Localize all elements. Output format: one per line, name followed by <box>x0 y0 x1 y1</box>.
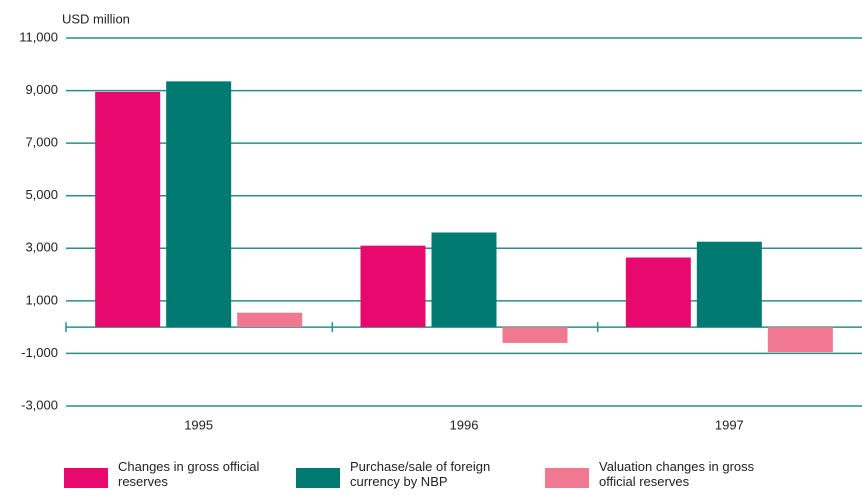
y-tick-label: -3,000 <box>21 397 58 412</box>
bar <box>166 81 232 328</box>
legend-label: Purchase/sale of foreign currency by NBP <box>350 459 491 489</box>
x-tick-label: 1997 <box>715 417 744 432</box>
y-tick-label: 5,000 <box>25 187 58 202</box>
bar <box>431 232 497 328</box>
legend-label: Valuation changes in gross official rese… <box>599 459 755 489</box>
chart: USD million -3,000 -1,000 1,000 3,000 5,000 7… <box>19 11 862 432</box>
bar <box>502 327 568 343</box>
y-tick-label: -1,000 <box>21 345 58 360</box>
legend-label: Changes in gross official reserves <box>118 459 260 489</box>
bar <box>360 245 426 328</box>
y-axis-label: USD million <box>62 11 130 26</box>
bar <box>696 241 762 328</box>
y-tick-label: 7,000 <box>25 135 58 150</box>
x-tick-label: 1995 <box>184 417 213 432</box>
y-tick-label: 1,000 <box>25 292 58 307</box>
x-tick-label: 1996 <box>450 417 479 432</box>
y-tick-label: 11,000 <box>19 29 58 44</box>
bar <box>95 91 161 328</box>
bar <box>237 312 303 328</box>
bar <box>625 257 691 328</box>
y-tick-label: 3,000 <box>25 240 58 255</box>
legend-swatch <box>296 468 340 488</box>
y-tick-label: 9,000 <box>25 82 58 97</box>
legend-swatch <box>64 468 108 488</box>
legend-swatch <box>545 468 589 488</box>
bar <box>767 327 833 353</box>
